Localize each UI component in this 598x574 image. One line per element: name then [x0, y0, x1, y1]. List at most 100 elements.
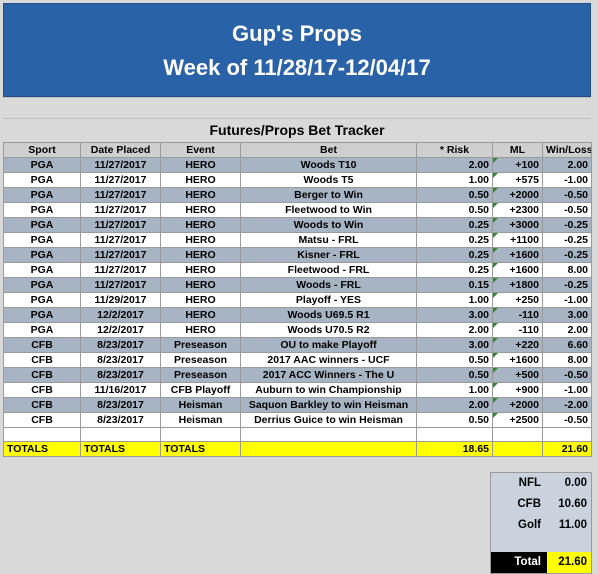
cell-event[interactable]: HERO — [160, 217, 241, 233]
cell-bet[interactable]: Fleetwood - FRL — [240, 262, 417, 278]
cell-winloss[interactable]: 6.60 — [542, 337, 592, 353]
cell-winloss[interactable]: -1.00 — [542, 382, 592, 398]
cell-ml[interactable]: +1100 — [492, 232, 543, 248]
cell-winloss[interactable]: -0.25 — [542, 277, 592, 293]
totals-label-event[interactable]: TOTALS — [160, 441, 241, 457]
cell-risk[interactable]: 0.15 — [416, 277, 493, 293]
cell-winloss[interactable]: -1.00 — [542, 172, 592, 188]
cell-date[interactable]: 11/27/2017 — [80, 247, 161, 263]
cell-ml[interactable]: +500 — [492, 367, 543, 383]
cell-sport[interactable]: CFB — [3, 352, 81, 368]
cell-date[interactable]: 8/23/2017 — [80, 412, 161, 428]
cell-event[interactable]: HERO — [160, 262, 241, 278]
cell-risk[interactable]: 0.50 — [416, 202, 493, 218]
cell-risk[interactable]: 1.00 — [416, 382, 493, 398]
cell-bet[interactable]: Matsu - FRL — [240, 232, 417, 248]
summary-value[interactable]: 10.60 — [558, 498, 587, 510]
cell-sport[interactable]: CFB — [3, 367, 81, 383]
cell-ml[interactable]: +220 — [492, 337, 543, 353]
cell-sport[interactable]: CFB — [3, 337, 81, 353]
cell-ml[interactable]: +2300 — [492, 202, 543, 218]
cell-date[interactable]: 11/27/2017 — [80, 157, 161, 173]
cell-risk[interactable]: 2.00 — [416, 322, 493, 338]
cell-risk[interactable]: 3.00 — [416, 337, 493, 353]
col-header-bet[interactable]: Bet — [240, 142, 417, 158]
cell-winloss[interactable]: -1.00 — [542, 292, 592, 308]
cell-bet[interactable]: 2017 ACC Winners - The U — [240, 367, 417, 383]
cell-winloss[interactable]: 8.00 — [542, 352, 592, 368]
cell-event[interactable]: HERO — [160, 292, 241, 308]
cell-event[interactable]: Preseason — [160, 367, 241, 383]
cell-date[interactable]: 11/29/2017 — [80, 292, 161, 308]
col-header-ml[interactable]: ML — [492, 142, 543, 158]
cell-event[interactable]: HERO — [160, 307, 241, 323]
col-header-winloss[interactable]: Win/Loss — [542, 142, 592, 158]
cell-risk[interactable]: 3.00 — [416, 307, 493, 323]
cell-winloss[interactable]: -0.50 — [542, 367, 592, 383]
cell-risk[interactable]: 1.00 — [416, 172, 493, 188]
cell-date[interactable]: 11/27/2017 — [80, 262, 161, 278]
cell-date[interactable]: 8/23/2017 — [80, 337, 161, 353]
col-header-sport[interactable]: Sport — [3, 142, 81, 158]
col-header-risk[interactable]: * Risk — [416, 142, 493, 158]
cell-date[interactable]: 11/27/2017 — [80, 187, 161, 203]
cell-ml[interactable]: -110 — [492, 307, 543, 323]
summary-value[interactable]: 0.00 — [564, 477, 587, 489]
cell-date[interactable]: 11/27/2017 — [80, 232, 161, 248]
cell-sport[interactable]: PGA — [3, 172, 81, 188]
cell-event[interactable]: HERO — [160, 187, 241, 203]
cell-ml[interactable]: +1600 — [492, 247, 543, 263]
cell-ml[interactable]: +2500 — [492, 412, 543, 428]
cell-event[interactable]: HERO — [160, 202, 241, 218]
cell-winloss[interactable]: -0.50 — [542, 412, 592, 428]
cell-event[interactable]: Heisman — [160, 412, 241, 428]
cell-ml[interactable]: +1600 — [492, 352, 543, 368]
cell-sport[interactable]: PGA — [3, 322, 81, 338]
cell-sport[interactable]: PGA — [3, 232, 81, 248]
cell-bet[interactable]: 2017 AAC winners - UCF — [240, 352, 417, 368]
cell-bet[interactable]: Derrius Guice to win Heisman — [240, 412, 417, 428]
cell-sport[interactable]: PGA — [3, 262, 81, 278]
cell-event[interactable]: HERO — [160, 157, 241, 173]
cell-bet[interactable]: Berger to Win — [240, 187, 417, 203]
empty-cell[interactable] — [542, 427, 592, 442]
cell-sport[interactable]: CFB — [3, 397, 81, 413]
cell-bet[interactable]: Saquon Barkley to win Heisman — [240, 397, 417, 413]
cell-sport[interactable]: PGA — [3, 247, 81, 263]
cell-sport[interactable]: PGA — [3, 217, 81, 233]
cell-ml[interactable]: +2000 — [492, 397, 543, 413]
cell-sport[interactable]: PGA — [3, 187, 81, 203]
cell-event[interactable]: Heisman — [160, 397, 241, 413]
cell-date[interactable]: 11/27/2017 — [80, 277, 161, 293]
cell-risk[interactable]: 0.50 — [416, 412, 493, 428]
cell-winloss[interactable]: 2.00 — [542, 157, 592, 173]
cell-date[interactable]: 11/27/2017 — [80, 217, 161, 233]
totals-risk[interactable]: 18.65 — [416, 441, 493, 457]
col-header-event[interactable]: Event — [160, 142, 241, 158]
cell-bet[interactable]: Kisner - FRL — [240, 247, 417, 263]
cell-bet[interactable]: Woods T5 — [240, 172, 417, 188]
cell-sport[interactable]: CFB — [3, 382, 81, 398]
totals-winloss[interactable]: 21.60 — [542, 441, 592, 457]
cell-sport[interactable]: PGA — [3, 202, 81, 218]
empty-cell[interactable] — [160, 427, 241, 442]
cell-event[interactable]: HERO — [160, 232, 241, 248]
cell-risk[interactable]: 0.25 — [416, 217, 493, 233]
cell-ml[interactable]: +900 — [492, 382, 543, 398]
cell-sport[interactable]: PGA — [3, 307, 81, 323]
cell-date[interactable]: 12/2/2017 — [80, 307, 161, 323]
summary-value[interactable]: 11.00 — [558, 519, 587, 531]
empty-cell[interactable] — [80, 427, 161, 442]
cell-bet[interactable]: Woods U69.5 R1 — [240, 307, 417, 323]
cell-ml[interactable]: +3000 — [492, 217, 543, 233]
empty-cell[interactable] — [416, 427, 493, 442]
empty-cell[interactable] — [492, 427, 543, 442]
cell-sport[interactable]: PGA — [3, 292, 81, 308]
empty-cell[interactable] — [240, 427, 417, 442]
cell-bet[interactable]: Fleetwood to Win — [240, 202, 417, 218]
cell-sport[interactable]: PGA — [3, 277, 81, 293]
cell-ml[interactable]: +100 — [492, 157, 543, 173]
cell-sport[interactable]: PGA — [3, 157, 81, 173]
cell-date[interactable]: 11/16/2017 — [80, 382, 161, 398]
cell-risk[interactable]: 0.50 — [416, 367, 493, 383]
